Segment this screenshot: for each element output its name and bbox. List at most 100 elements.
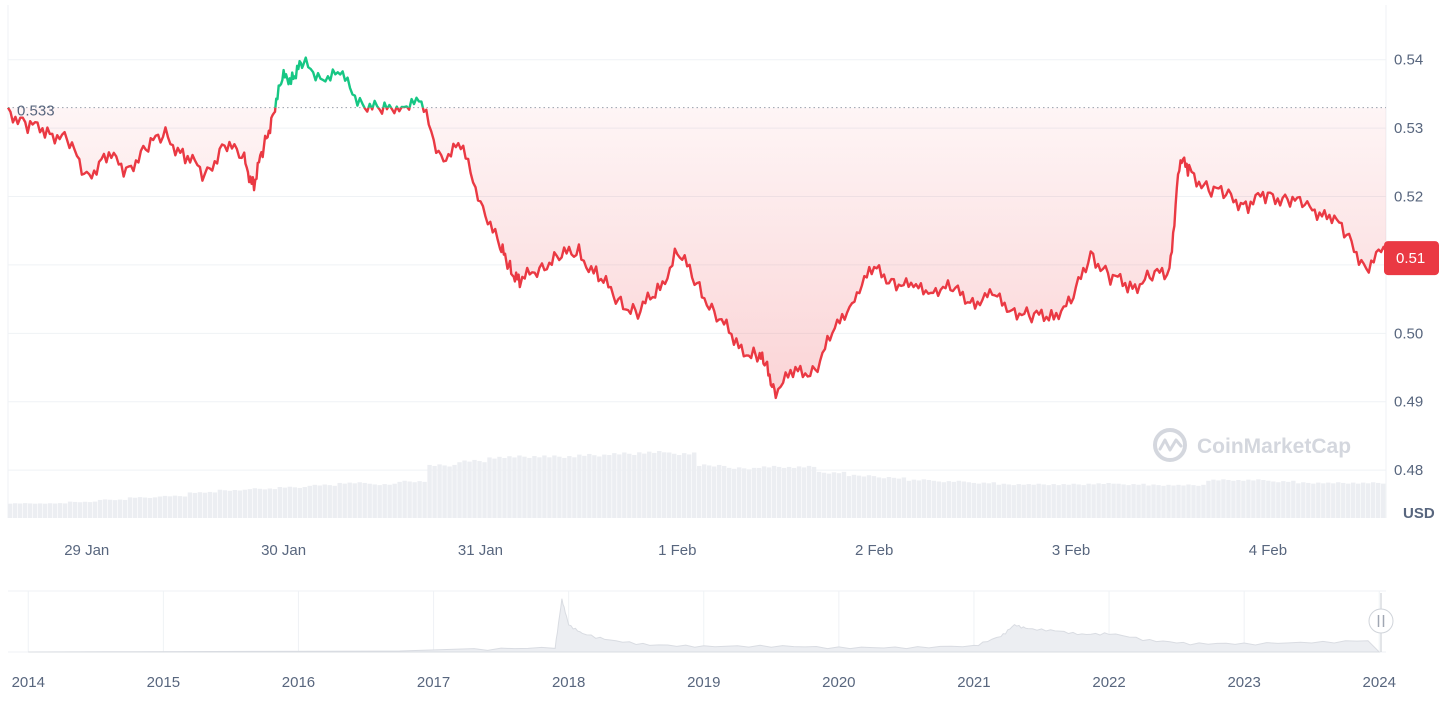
volume-bar xyxy=(297,487,302,518)
volume-bar xyxy=(177,496,183,518)
volume-bar xyxy=(427,464,432,518)
volume-bar xyxy=(472,459,477,518)
volume-bar xyxy=(1261,480,1266,518)
volume-bar xyxy=(1141,483,1146,518)
volume-bar xyxy=(257,488,263,518)
currency-label: USD xyxy=(1403,505,1435,522)
volume-bar xyxy=(976,483,981,518)
volume-bar xyxy=(72,501,78,518)
volume-bar xyxy=(302,487,307,518)
volume-bar xyxy=(1171,485,1176,518)
volume-bar xyxy=(836,473,842,518)
volume-bar xyxy=(1291,480,1296,518)
overview-year-label: 2022 xyxy=(1092,674,1125,691)
volume-bar xyxy=(622,452,627,518)
x-tick-label: 4 Feb xyxy=(1249,542,1287,559)
volume-bar xyxy=(1301,482,1306,518)
volume-bar xyxy=(1381,483,1386,518)
volume-bar xyxy=(27,503,33,518)
volume-bar xyxy=(816,471,822,518)
volume-bar xyxy=(1341,482,1346,518)
volume-bar xyxy=(512,457,517,518)
volume-bar xyxy=(1351,482,1356,518)
volume-bar xyxy=(432,465,437,518)
reference-price-label: 0.533 xyxy=(17,103,55,120)
volume-bar xyxy=(896,478,902,518)
volume-bar xyxy=(542,455,547,518)
volume-bar xyxy=(911,479,917,518)
overview-year-label: 2021 xyxy=(957,674,990,691)
volume-bar xyxy=(667,452,672,518)
volume-bar xyxy=(287,486,292,518)
overview-year-labels: 2014 2015 2016 2017 2018 2019 2020 2021 2022 2023… xyxy=(12,674,1396,691)
volume-bar xyxy=(1211,479,1216,518)
volume-bar xyxy=(1246,479,1251,518)
overview-navigator[interactable]: 2014 2015 2016 2017 2018 2019 2020 2021 2022 2023… xyxy=(8,590,1396,691)
volume-bar xyxy=(1336,482,1341,518)
volume-bar xyxy=(871,476,877,518)
volume-bar xyxy=(1016,484,1021,518)
volume-bar xyxy=(1011,485,1016,518)
volume-bar xyxy=(1251,480,1256,518)
volume-bar xyxy=(397,481,402,518)
volume-bar xyxy=(956,480,962,518)
volume-bar xyxy=(127,497,133,518)
volume-bar xyxy=(736,467,742,518)
volume-bar xyxy=(672,453,677,518)
volume-bar xyxy=(1091,484,1096,518)
volume-bar xyxy=(682,453,687,518)
volume-bar xyxy=(8,503,13,518)
volume-bar xyxy=(82,501,88,518)
volume-bar xyxy=(277,487,283,518)
volume-bar xyxy=(1221,479,1226,518)
volume-bar xyxy=(1241,480,1246,518)
volume-bar xyxy=(352,483,357,518)
volume-bar xyxy=(1156,485,1161,518)
volume-bar xyxy=(1176,484,1181,518)
volume-bar xyxy=(1161,485,1166,518)
price-area-fill xyxy=(8,107,1386,398)
volume-bar xyxy=(1146,485,1151,518)
volume-bar xyxy=(856,475,862,518)
volume-bar xyxy=(991,482,996,518)
pause-handle-icon[interactable] xyxy=(1368,608,1394,634)
volume-bar xyxy=(627,453,632,518)
volume-bar xyxy=(217,489,223,518)
volume-bar xyxy=(1131,484,1136,518)
volume-bar xyxy=(382,484,387,518)
volume-bar xyxy=(677,455,682,518)
volume-bar xyxy=(312,484,317,518)
volume-bar xyxy=(602,454,607,518)
overview-year-label: 2020 xyxy=(822,674,855,691)
volume-bar xyxy=(1361,482,1366,518)
volume-bar xyxy=(482,462,487,518)
volume-bar xyxy=(756,467,762,518)
volume-bar xyxy=(42,503,48,518)
volume-bar xyxy=(407,481,412,518)
x-tick-label: 3 Feb xyxy=(1052,542,1090,559)
volume-bar xyxy=(1051,484,1056,518)
x-tick-label: 29 Jan xyxy=(64,542,109,559)
volume-bar xyxy=(1226,480,1231,518)
volume-bar xyxy=(1231,480,1236,518)
volume-bar xyxy=(267,488,273,518)
volume-bar xyxy=(492,458,497,518)
overview-year-grid xyxy=(27,591,1380,652)
volume-bar xyxy=(557,456,562,518)
volume-bar xyxy=(377,485,382,518)
volume-bar xyxy=(1316,482,1321,518)
volume-bar xyxy=(966,482,972,518)
volume-bar xyxy=(1201,484,1206,518)
volume-bar xyxy=(1181,485,1186,518)
volume-bar xyxy=(22,503,28,518)
volume-bar xyxy=(1006,484,1011,518)
volume-bar xyxy=(572,457,577,518)
volume-bar xyxy=(1166,484,1171,518)
y-tick-label: 0.54 xyxy=(1394,52,1423,69)
volume-bar xyxy=(781,467,787,518)
volume-bar xyxy=(796,466,802,518)
volume-bar xyxy=(387,484,392,518)
volume-bar xyxy=(866,475,872,518)
volume-bar xyxy=(477,461,482,518)
